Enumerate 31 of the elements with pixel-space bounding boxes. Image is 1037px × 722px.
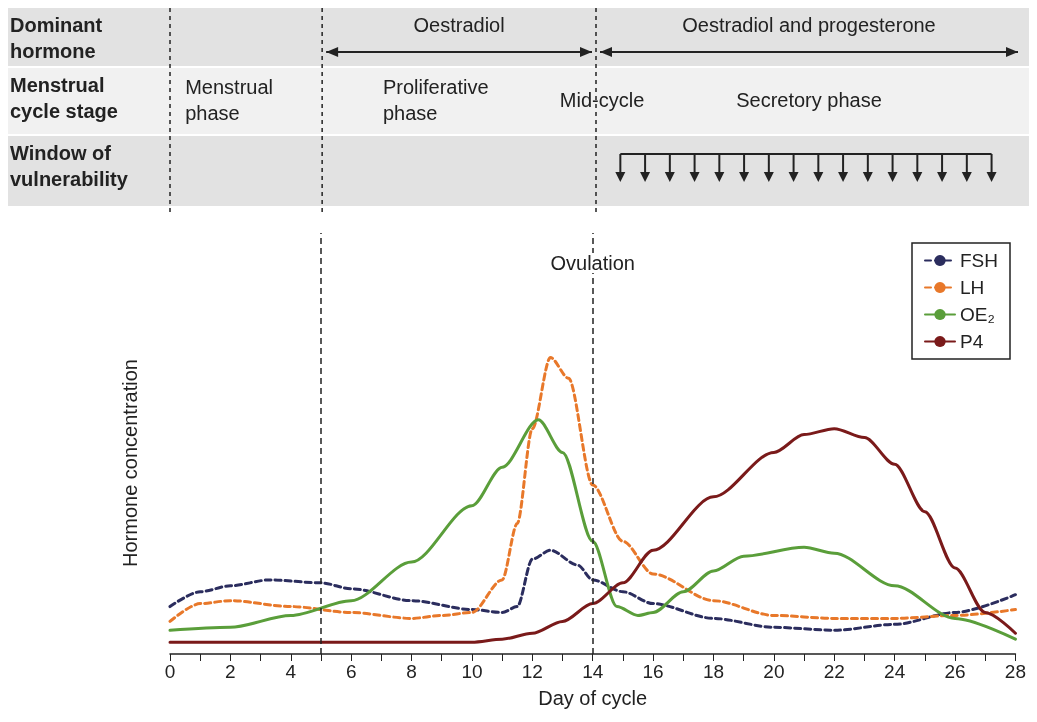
x-tick-label: 14 — [582, 661, 604, 682]
text: Mid-cycle — [559, 89, 645, 111]
x-tick-label: 18 — [702, 661, 725, 682]
text: Secretory phase — [735, 88, 883, 113]
y-axis-title: Hormone concentration — [119, 359, 141, 567]
text: Dominant hormone — [10, 13, 104, 64]
text: Proliferative phase — [383, 75, 490, 126]
x-tick-label: 8 — [406, 661, 417, 682]
x-tick-label: 22 — [823, 661, 845, 682]
legend-label: OE₂ — [960, 304, 995, 325]
text: Oestradiol — [412, 13, 506, 38]
legend-label: P4 — [960, 331, 984, 352]
x-tick-label: 26 — [944, 661, 966, 682]
x-axis-title: Day of cycle — [538, 687, 648, 709]
x-tick-label: 10 — [461, 661, 483, 682]
x-tick-label: 12 — [521, 661, 543, 682]
ref-line-label: Ovulation — [550, 252, 635, 274]
x-tick-label: 6 — [345, 661, 357, 682]
text: Oestradiol and progesterone — [681, 13, 937, 38]
x-tick-label: 2 — [225, 661, 236, 682]
text: Menstrual cycle stage — [10, 73, 119, 124]
x-tick-label: 4 — [285, 661, 297, 682]
x-tick-label: 24 — [884, 661, 906, 682]
text: Window of vulnerability — [10, 141, 129, 192]
x-tick-label: 0 — [164, 661, 176, 682]
legend-label: FSH — [960, 250, 998, 271]
x-tick-label: 20 — [763, 661, 785, 682]
text: Menstrual phase — [185, 75, 274, 126]
legend-label: LH — [960, 277, 985, 298]
x-tick-label: 16 — [642, 661, 664, 682]
x-tick-label: 28 — [1004, 661, 1026, 682]
